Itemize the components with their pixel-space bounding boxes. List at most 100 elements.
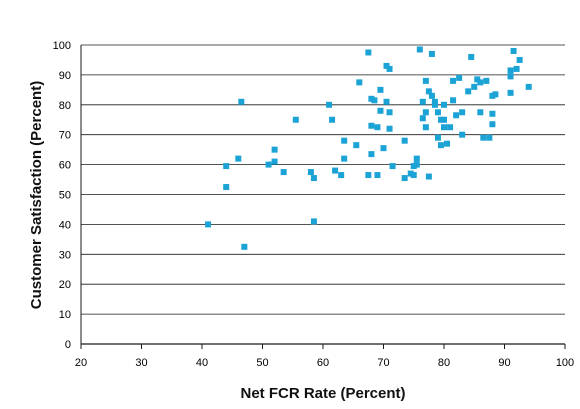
data-point [338,172,345,179]
data-point [389,163,396,170]
data-point [510,47,517,54]
data-point [450,77,457,84]
y-tick-label: 10 [59,309,71,321]
data-point [468,53,475,60]
y-tick-label: 20 [59,279,71,291]
data-point [383,62,390,69]
data-point [307,169,314,176]
data-point [329,116,336,123]
data-point [374,172,381,179]
data-point [437,116,444,123]
data-point [474,76,481,83]
data-point [489,121,496,128]
data-point [265,161,272,168]
data-point [477,109,484,116]
y-tick-label: 100 [53,40,71,52]
data-point [386,125,393,132]
data-point [428,92,435,99]
data-point [441,101,447,108]
y-tick-label: 90 [59,70,71,82]
data-point [326,101,333,108]
data-point [441,116,447,123]
data-point [516,56,523,63]
data-point [368,151,375,158]
data-point [447,124,454,131]
data-point [332,167,339,174]
data-point [434,109,441,116]
data-point [465,88,472,95]
x-tick-label: 100 [556,357,574,369]
data-point [428,50,435,57]
data-point [292,116,299,123]
data-point [489,92,496,99]
data-point [410,163,417,170]
x-tick-label: 30 [135,357,147,369]
data-point [444,140,451,147]
data-point [407,170,414,177]
y-tick-label: 40 [59,219,71,231]
data-point [368,122,375,129]
data-point [341,137,348,144]
data-point [507,67,514,74]
y-tick-label: 0 [65,339,71,351]
data-point [416,46,423,53]
data-point [471,83,478,90]
y-tick-label: 80 [59,100,71,112]
data-point [386,109,393,116]
data-point [486,134,493,141]
data-point [413,161,420,168]
data-point [271,146,278,153]
data-point [401,175,408,182]
x-tick-label: 90 [498,357,510,369]
data-point [422,109,429,116]
data-point [434,134,441,141]
y-tick-label: 30 [59,249,71,261]
x-axis-title: Net FCR Rate (Percent) [240,385,405,402]
x-axis-ticks: 20 30 40 50 60 70 80 90 100 [75,344,574,369]
data-point [310,218,317,225]
data-point [431,101,438,108]
y-tick-label: 50 [59,190,71,202]
data-point [489,110,496,117]
data-point [280,169,287,176]
data-point [310,175,317,182]
data-point [386,65,393,72]
data-point [341,155,348,162]
x-tick-label: 80 [438,357,450,369]
data-point [377,86,384,93]
data-point [483,77,490,84]
data-point [507,89,514,96]
gridlines [80,44,565,345]
data-point [459,131,466,138]
data-point [356,79,363,86]
data-point [441,124,447,131]
x-tick-label: 20 [75,357,87,369]
data-point [419,115,426,122]
data-point [241,243,248,250]
data-point [205,221,212,228]
data-point [425,88,432,95]
data-point [380,145,387,152]
data-point [410,172,417,179]
data-point [513,65,520,72]
data-point [459,109,466,116]
data-point [492,91,499,98]
data-point [437,142,444,149]
x-tick-label: 60 [317,357,329,369]
data-point [368,95,375,102]
data-point [401,137,408,144]
data-point [365,49,372,56]
data-point [383,98,390,105]
data-point [422,77,429,84]
data-point [425,173,432,180]
data-point [450,97,457,104]
y-axis-ticks: 0 10 20 30 40 50 60 70 80 90 100 [53,40,71,351]
x-tick-label: 40 [196,357,208,369]
data-point [456,74,463,81]
data-point [453,112,460,119]
data-point [374,124,381,131]
data-point [377,107,384,114]
data-point [422,124,429,131]
y-axis-title: Customer Satisfaction (Percent) [28,81,45,309]
data-point [223,163,230,170]
